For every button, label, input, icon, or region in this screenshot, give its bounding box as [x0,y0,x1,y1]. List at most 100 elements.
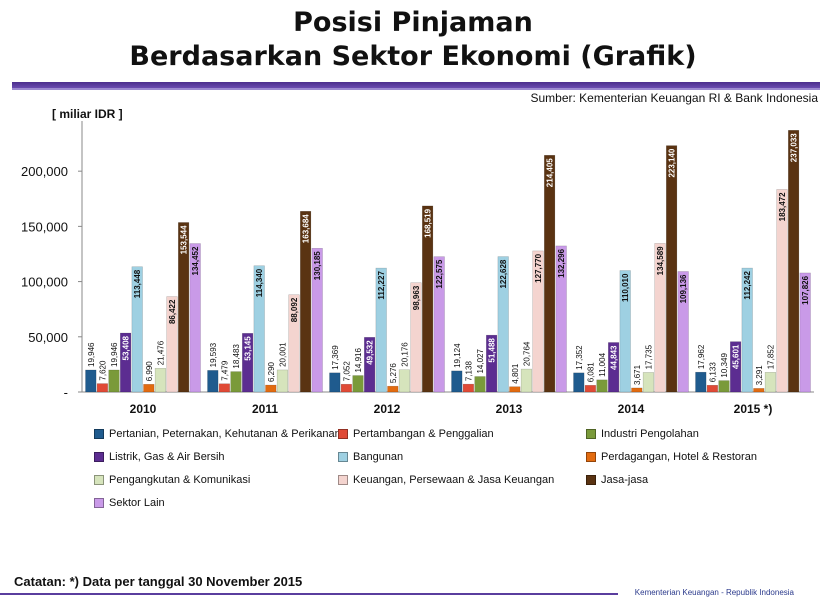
bar [96,383,108,393]
x-tick-label: 2012 [374,402,401,416]
y-tick-label: 150,000 [21,219,68,234]
data-label: 6,133 [708,362,717,383]
bar [253,265,265,393]
data-label: 163,684 [302,214,311,243]
legend-label: Pertambangan & Penggalian [353,428,494,440]
data-label: 122,575 [435,259,444,288]
data-label: 10,349 [720,353,729,378]
legend-swatch [338,429,348,439]
data-label: 134,452 [191,246,200,275]
legend-swatch [338,452,348,462]
bar [497,256,509,393]
bar [462,383,474,393]
data-label: 6,081 [586,362,595,383]
data-label: 153,544 [180,225,189,254]
x-tick-label: 2013 [496,402,523,416]
source-text: Sumber: Kementerian Keuangan RI & Bank I… [530,91,818,105]
legend-swatch [94,452,104,462]
data-label: 110,010 [621,273,630,302]
data-label: 20,001 [278,342,287,367]
data-label: 109,136 [679,274,688,303]
bar [608,342,620,393]
data-label: 49,532 [366,340,375,365]
bar [788,130,800,393]
y-tick-label: 200,000 [21,164,68,179]
data-label: 113,448 [133,269,142,298]
data-label: 5,276 [389,363,398,384]
bar [695,371,707,393]
x-tick-label: 2011 [252,402,278,416]
data-label: 45,601 [732,344,741,369]
bar [265,384,277,393]
bar [387,385,399,393]
x-tick-label: 2010 [130,402,157,416]
bar [764,372,776,393]
y-tick-label: 100,000 [21,275,68,290]
bar [677,271,689,393]
header-divider-thin [12,88,820,90]
data-label: 6,990 [145,361,154,382]
bar [799,272,811,393]
bar [340,383,352,393]
data-label: 51,488 [488,338,497,363]
bar [166,296,178,393]
legend-label: Bangunan [353,451,404,463]
data-label: 19,124 [453,343,462,368]
data-label: 17,735 [644,344,653,369]
bar [131,266,143,393]
bar [398,369,410,393]
legend-swatch [94,429,104,439]
data-label: 17,962 [697,344,706,369]
header-divider [12,82,820,88]
bar [753,388,765,393]
legend-label: Jasa-jasa [601,474,649,486]
y-axis-unit-label: [ miliar IDR ] [52,107,123,121]
bar [718,380,730,393]
legend-swatch [586,429,596,439]
data-label: 18,483 [232,344,241,369]
data-label: 127,770 [534,253,543,282]
bar [207,370,219,393]
legend-swatch [94,498,104,508]
bar [108,369,120,393]
data-label: 19,946 [110,342,119,367]
data-label: 114,340 [255,268,264,297]
bar [311,248,323,393]
data-label: 214,405 [546,158,555,187]
legend-label: Industri Pengolahan [601,428,699,440]
bar [288,294,300,393]
bar [776,189,788,393]
x-tick-label: 2015 *) [734,402,773,416]
bar [596,379,608,393]
data-label: 7,479 [220,360,229,381]
data-label: 112,242 [743,271,752,300]
bar [555,245,567,393]
legend-item: Pengangkutan & Komunikasi [94,474,250,486]
data-label: 237,033 [790,133,799,162]
legend-label: Perdagangan, Hotel & Restoran [601,451,757,463]
bar [410,282,422,393]
legend-swatch [338,475,348,485]
data-label: 7,138 [464,361,473,382]
data-label: 122,628 [499,259,508,288]
data-label: 223,140 [668,148,677,177]
data-label: 11,004 [598,352,607,376]
footer-divider [0,593,618,595]
x-tick-label: 2014 [618,402,645,416]
bar [520,368,532,393]
data-label: 14,027 [476,348,485,373]
bar [189,243,201,393]
legend-item: Industri Pengolahan [586,428,699,440]
legend-item: Jasa-jasa [586,474,648,486]
footer-org: Kementerian Keuangan - Republik Indonesi… [634,588,794,597]
data-label: 134,589 [656,246,665,275]
legend-swatch [94,475,104,485]
data-label: 20,176 [400,342,409,367]
data-label: 3,291 [755,365,764,386]
data-label: 21,476 [156,340,165,365]
page-title: Posisi Pinjaman [293,7,533,38]
bar [654,243,666,393]
bar [178,222,190,393]
data-label: 7,052 [342,361,351,382]
